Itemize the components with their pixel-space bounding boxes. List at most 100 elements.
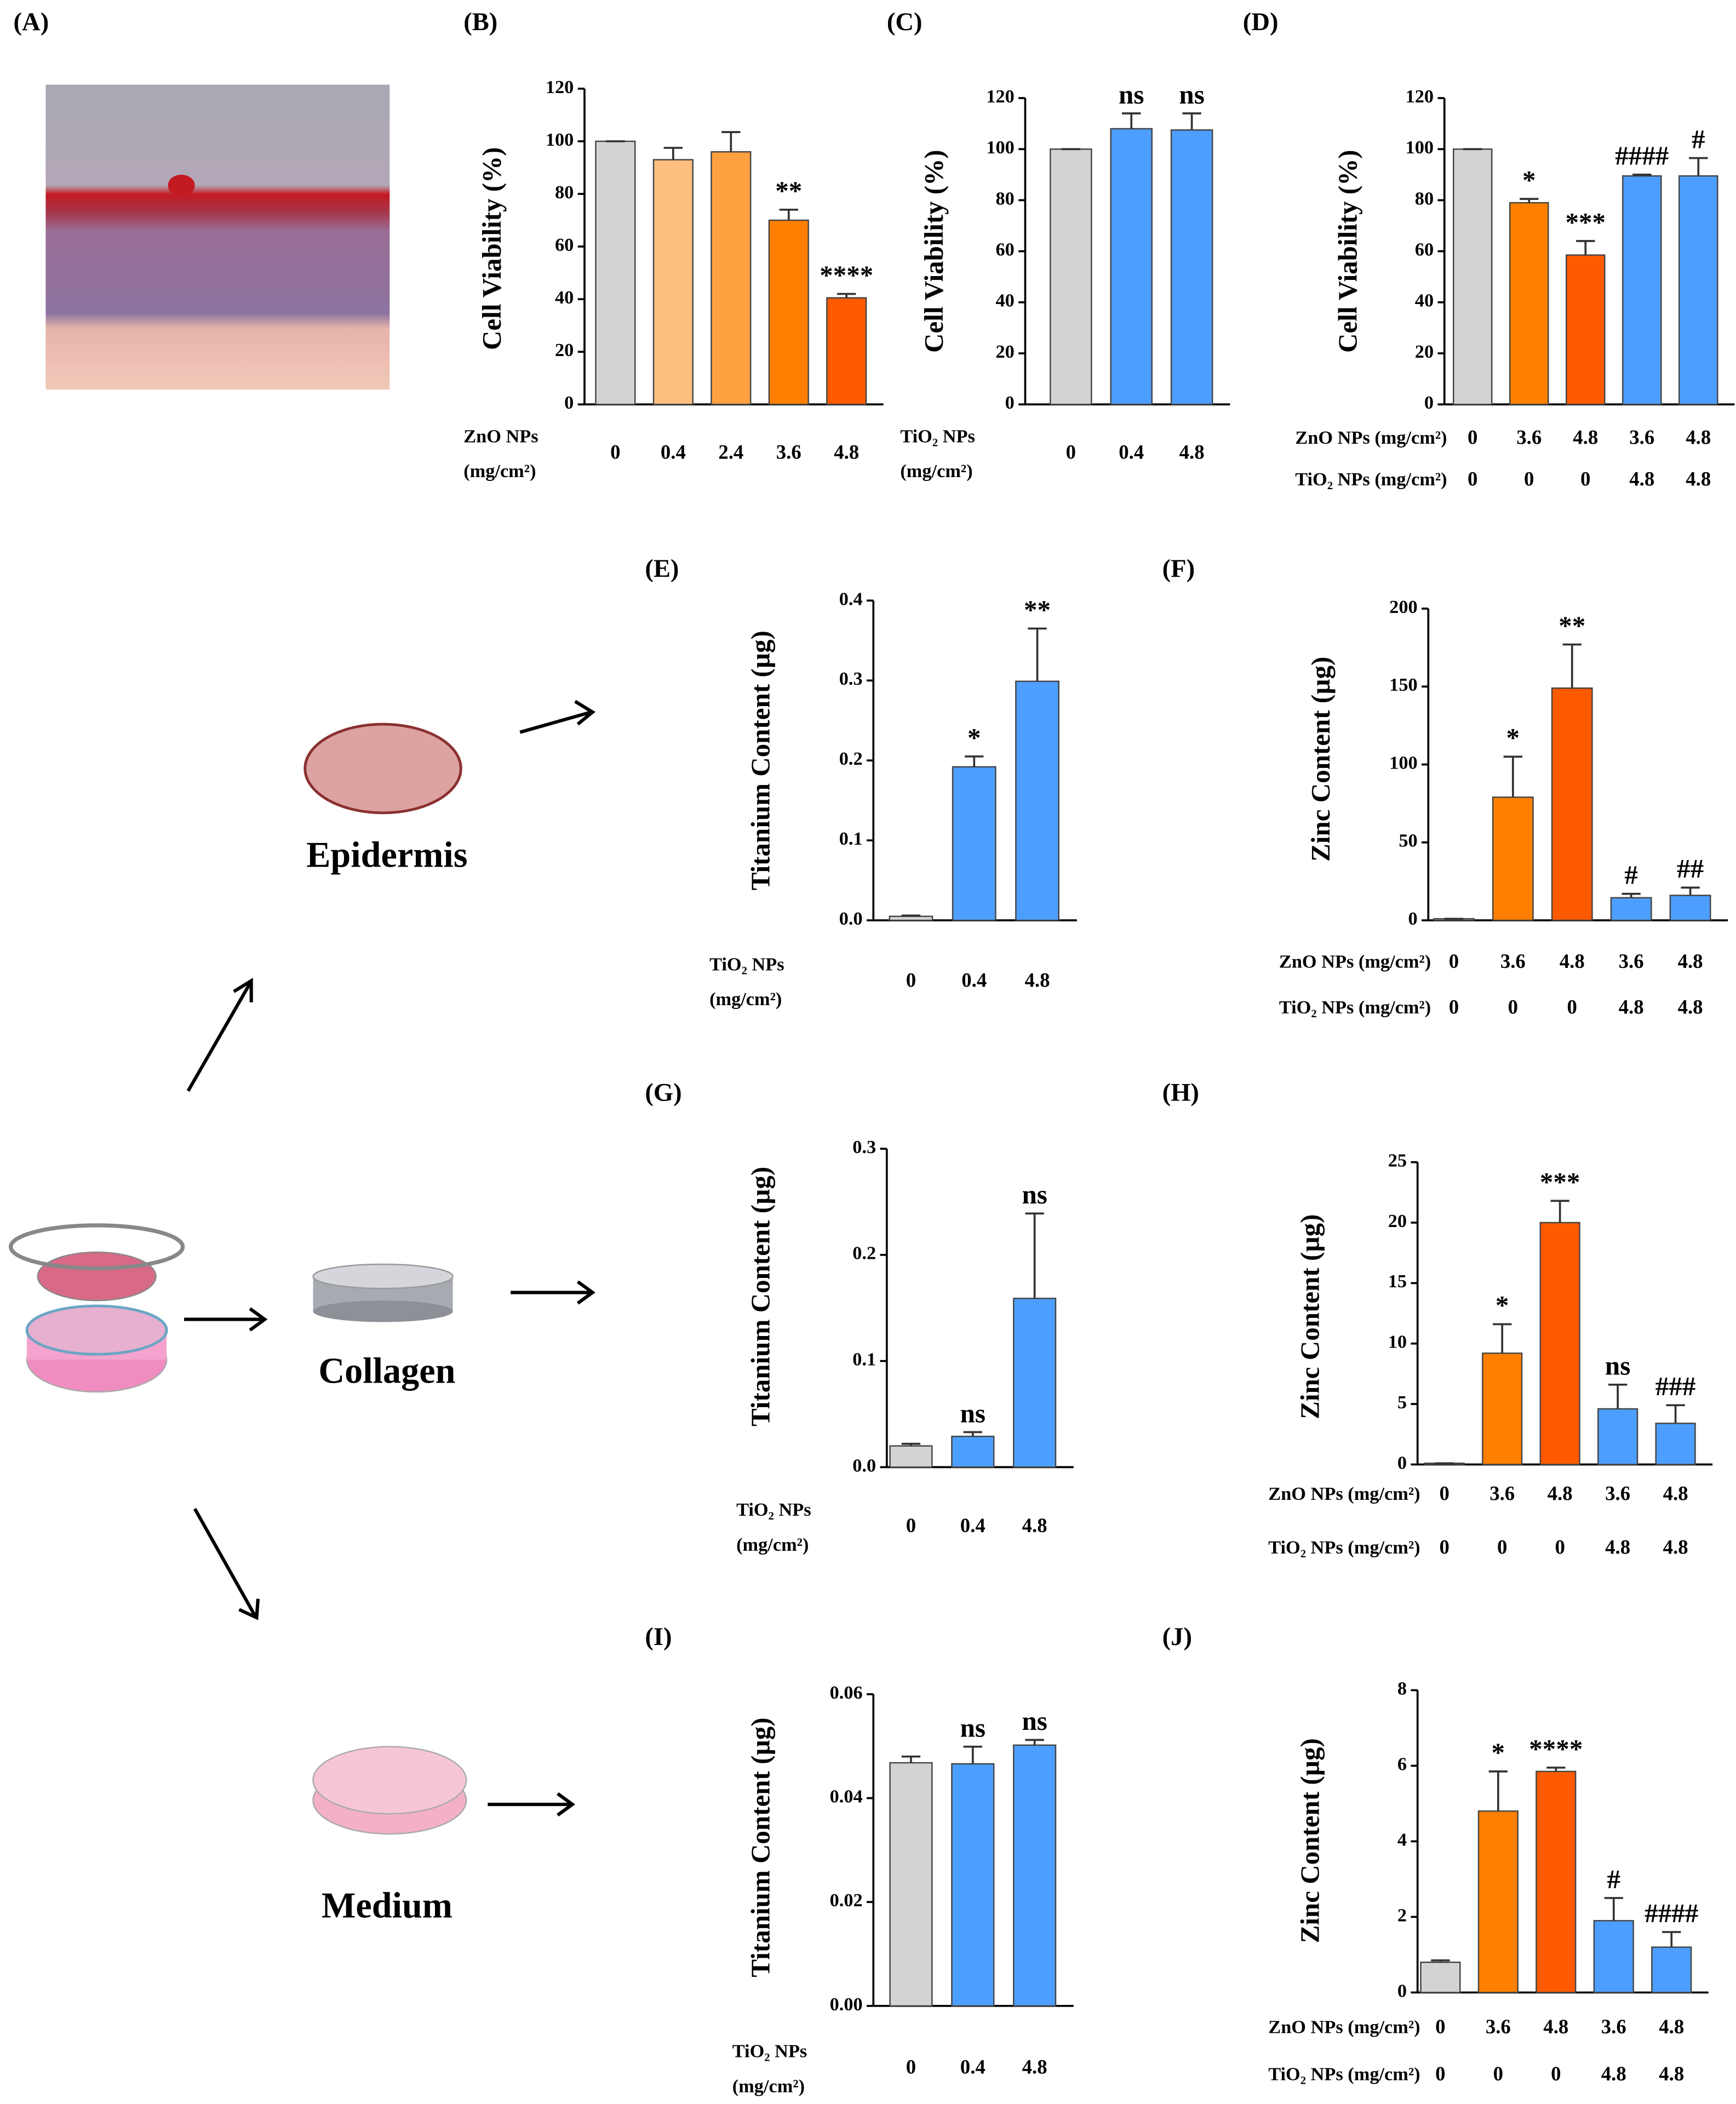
error-bar <box>1182 112 1201 130</box>
y-tick-label: 0.02 <box>830 1890 863 1911</box>
bar <box>1015 680 1059 921</box>
y-axis-title: Titanium Content (µg) <box>745 1167 775 1426</box>
y-tick-label: 100 <box>1406 137 1434 158</box>
error-bar <box>1604 1897 1623 1921</box>
panel-label: (F) <box>1162 554 1195 583</box>
bar <box>652 159 694 405</box>
x-tick-label: 3.6 <box>1629 426 1654 448</box>
error-bar <box>1550 1200 1569 1223</box>
significance-label: ** <box>775 176 802 206</box>
panel-label: (I) <box>645 1623 672 1651</box>
row-label: (mg/cm²) <box>709 989 782 1010</box>
x-tick-label: 0 <box>1555 1535 1565 1558</box>
error-bar <box>1493 1323 1512 1354</box>
panel-label: (B) <box>463 8 497 36</box>
error-bar <box>1520 198 1539 203</box>
x-tick-label: 2.4 <box>718 440 743 463</box>
y-tick-label: 6 <box>1397 1753 1407 1774</box>
error-bar <box>1503 755 1522 798</box>
histology-detail <box>168 174 195 197</box>
error-bar <box>1562 643 1582 689</box>
significance-label: ** <box>1559 610 1585 640</box>
x-tick-label: 0 <box>1580 468 1590 490</box>
y-tick-label: 0.2 <box>852 1243 876 1264</box>
x-tick-label: 4.8 <box>1548 1482 1573 1504</box>
collagen-icon <box>312 1263 454 1322</box>
x-tick-label: 3.6 <box>1605 1482 1630 1504</box>
row-label: ZnO NPs (mg/cm²) <box>1268 1483 1420 1504</box>
x-tick-label: 4.8 <box>1663 1535 1688 1558</box>
error-bar <box>965 755 984 767</box>
significance-label: #### <box>1615 141 1669 171</box>
y-axis-title: Zinc Content (µg) <box>1295 1214 1325 1419</box>
x-tick-label: 3.6 <box>776 440 801 463</box>
x-tick-label: 4.8 <box>1659 2062 1684 2085</box>
error-bar <box>963 1431 982 1437</box>
error-bar <box>963 1745 982 1764</box>
y-tick-label: 0 <box>1397 1452 1407 1473</box>
x-tick-label: 3.6 <box>1619 950 1644 972</box>
error-bar <box>1028 627 1047 681</box>
y-tick-label: 0 <box>1397 1980 1407 2001</box>
bar <box>1420 1962 1461 1993</box>
bar <box>1110 128 1153 405</box>
x-tick-label: 3.6 <box>1516 426 1542 448</box>
x-tick-label: 4.8 <box>1573 426 1598 448</box>
row-label: TiO₂ NPs (mg/cm²) <box>1268 2063 1420 2084</box>
dish-icon <box>312 1746 467 1835</box>
y-tick-label: 100 <box>1389 752 1418 773</box>
error-bar <box>1632 174 1652 176</box>
bar <box>1655 1423 1696 1465</box>
x-tick-label: 0 <box>1435 2015 1445 2038</box>
bar <box>1477 1810 1519 1993</box>
significance-label: ns <box>1179 79 1204 110</box>
epidermis-icon <box>303 723 462 815</box>
bar <box>1170 129 1213 405</box>
panel-label: (J) <box>1162 1623 1192 1651</box>
error-bar <box>837 293 856 298</box>
histology-image <box>45 84 390 390</box>
x-tick-label: 0 <box>1551 2062 1561 2085</box>
bar <box>1509 202 1549 405</box>
y-tick-label: 15 <box>1388 1271 1407 1292</box>
x-tick-label: 0 <box>906 1514 916 1537</box>
row-label: TiO₂ NPs (mg/cm²) <box>1279 997 1431 1018</box>
bar <box>826 297 867 405</box>
x-tick-label: 4.8 <box>1678 950 1703 972</box>
row-label: (mg/cm²) <box>732 2076 805 2096</box>
x-tick-label: 4.8 <box>1663 1482 1688 1504</box>
y-tick-label: 20 <box>1415 341 1434 362</box>
significance-label: # <box>1607 1864 1621 1894</box>
significance-label: ### <box>1655 1371 1696 1401</box>
y-axis-title: Titanium Content (µg) <box>745 630 775 890</box>
row-label: ZnO NPs <box>463 426 538 446</box>
x-tick-label: 0.4 <box>960 2056 986 2078</box>
x-tick-label: 0 <box>1493 2062 1503 2085</box>
x-tick-label: 0 <box>1497 1535 1507 1558</box>
x-tick-label: 4.8 <box>1022 1514 1047 1537</box>
x-tick-label: 0 <box>1066 440 1076 463</box>
y-tick-label: 2 <box>1397 1905 1407 1925</box>
y-tick-label: 100 <box>546 129 574 150</box>
x-tick-label: 0 <box>1468 426 1477 448</box>
significance-label: *** <box>1540 1167 1580 1197</box>
x-tick-label: 0 <box>1440 1535 1449 1558</box>
x-tick-label: 0 <box>1449 950 1459 972</box>
x-tick-label: 4.8 <box>1560 950 1585 972</box>
x-tick-label: 4.8 <box>1619 995 1644 1018</box>
x-tick-label: 0 <box>1468 468 1477 490</box>
bar <box>1610 897 1652 921</box>
bar <box>952 766 996 921</box>
significance-label: * <box>1496 1290 1509 1320</box>
x-tick-label: 0 <box>1524 468 1534 490</box>
significance-label: * <box>967 723 981 753</box>
y-tick-label: 100 <box>986 137 1015 158</box>
x-tick-label: 0 <box>1567 995 1577 1018</box>
x-tick-label: 0 <box>1508 995 1518 1018</box>
row-label: ZnO NPs (mg/cm²) <box>1295 427 1447 448</box>
x-tick-label: 4.8 <box>1179 440 1205 463</box>
y-tick-label: 0 <box>1005 392 1015 413</box>
bar <box>1536 1770 1577 1993</box>
